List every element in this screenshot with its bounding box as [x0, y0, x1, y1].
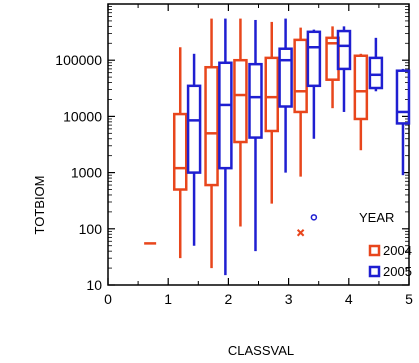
x-tick-label: 2 [225, 291, 233, 307]
x-tick-label: 3 [285, 291, 293, 307]
box-iqr-2004 [293, 38, 308, 114]
x-tick-label: 4 [345, 291, 353, 307]
legend-label-2005: 2005 [383, 264, 412, 279]
outlier-circle-2005 [310, 214, 318, 221]
box-iqr-2005 [218, 61, 233, 170]
x-axis-title: CLASSVAL [228, 343, 294, 358]
legend-label-2004: 2004 [383, 243, 412, 258]
y-tick-label: 10000 [63, 108, 102, 124]
legend-swatch-2004 [368, 244, 381, 257]
x-tick-label: 1 [164, 291, 172, 307]
x-tick-label: 5 [405, 291, 413, 307]
box-iqr-2005 [186, 84, 202, 174]
y-tick-label: 10 [86, 277, 102, 293]
legend-title: YEAR [359, 210, 394, 225]
y-tick-label: 100000 [55, 52, 102, 68]
box-iqr-2005 [368, 56, 384, 90]
outlier-cross-2004 [296, 229, 305, 237]
box-iqr-2004 [353, 54, 369, 121]
box-iqr-2005 [306, 30, 322, 88]
x-tick-label: 0 [104, 291, 112, 307]
box-iqr-2004 [264, 56, 279, 133]
box-iqr-2005 [395, 69, 411, 125]
box-iqr-2005 [248, 62, 263, 139]
box-iqr-2004 [204, 65, 219, 187]
box-iqr-2004 [172, 112, 188, 191]
box-iqr-2005 [278, 47, 293, 108]
y-tick-label: 100 [79, 221, 103, 237]
box-iqr-2005 [336, 29, 352, 71]
legend-swatch-2005 [368, 265, 381, 278]
y-axis-title: TOTBIOM [32, 176, 47, 235]
y-tick-label: 1000 [71, 165, 102, 181]
box-iqr-2004 [233, 58, 248, 144]
plot-layer: 0 1 2 3 4 5 10 100 1000 10000 100000 YEAR 2004 2005 [55, 3, 413, 307]
